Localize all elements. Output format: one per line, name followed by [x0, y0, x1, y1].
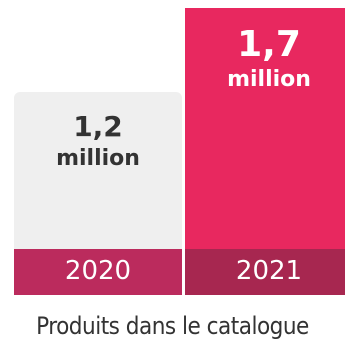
category-label-2020: 2020 [14, 249, 182, 295]
bar-2020: 1,2 million 2020 [14, 92, 182, 295]
bar-value-label: 1,7 million [185, 26, 345, 91]
category-label-2021: 2021 [185, 249, 345, 295]
bar-value-label: 1,2 million [14, 110, 182, 172]
bar-value-unit: million [56, 146, 140, 172]
bar-value-number: 1,2 [73, 110, 123, 143]
bar-2021: 1,7 million 2021 [185, 8, 345, 295]
bar-value-unit: million [227, 66, 311, 92]
chart-caption: Produits dans le catalogue [36, 312, 309, 340]
bar-value-number: 1,7 [237, 24, 301, 65]
